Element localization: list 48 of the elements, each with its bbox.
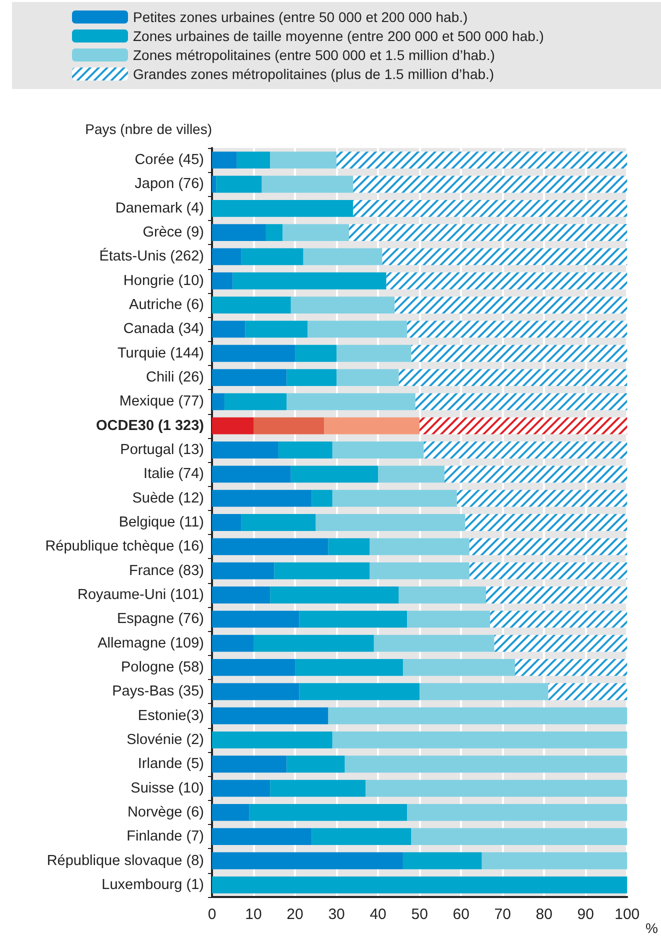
y-tick-label: Estonie(3) (138, 708, 204, 724)
y-tick-label: Finlande (7) (126, 828, 204, 845)
x-tick-label: 0 (208, 906, 216, 923)
legend-label: Zones urbaines de taille moyenne (entre 200 000 et 500 000 hab.) (133, 28, 544, 44)
x-tick-label: 20 (286, 906, 304, 923)
y-tick-label: Suisse (10) (130, 780, 204, 796)
y-tick-label: Italie (74) (144, 466, 204, 482)
y-tick-label: Corée (45) (134, 152, 204, 168)
y-tick-label: Suède (12) (132, 490, 204, 506)
legend-label: Petites zones urbaines (entre 50 000 et 200 000 hab.) (133, 9, 468, 25)
x-tick-label: 10 (245, 906, 262, 923)
y-axis-title: Pays (nbre de villes) (85, 121, 212, 137)
y-tick-label: Chili (26) (146, 370, 204, 386)
y-tick-label: Luxembourg (1) (102, 876, 204, 893)
y-tick-label: Canada (34) (123, 321, 204, 338)
y-tick-label: OCDE30 (1 323) (96, 418, 204, 434)
y-tick-label: Pays-Bas (35) (112, 684, 204, 700)
x-axis-title: % (646, 920, 658, 936)
x-tick-label: 100 (614, 906, 640, 923)
y-tick-label: République slovaque (8) (46, 852, 204, 869)
x-tick-label: 70 (494, 906, 511, 923)
legend-label: Grandes zones métropolitaines (plus de 1.5 million d’hab.) (133, 66, 494, 82)
y-tick-label: Slovénie (2) (126, 732, 204, 748)
y-tick-label: Pologne (58) (120, 659, 204, 676)
y-tick-label: Royaume-Uni (101) (77, 586, 204, 603)
x-tick-label: 60 (452, 906, 470, 923)
x-tick-label: 40 (370, 906, 386, 923)
y-tick-label: Danemark (4) (115, 200, 204, 216)
x-tick-label: 50 (411, 906, 428, 923)
y-tick-label: États-Unis (262) (99, 248, 204, 265)
x-tick-label: 90 (577, 906, 594, 923)
y-tick-label: Norvège (6) (127, 804, 204, 820)
y-tick-label: Mexique (77) (119, 394, 204, 410)
y-tick-label: Portugal (13) (120, 442, 204, 458)
y-tick-label: Hongrie (10) (123, 272, 204, 289)
y-tick-label: Turquie (144) (117, 345, 204, 362)
y-tick-label: Autriche (6) (129, 297, 204, 314)
x-tick-label: 80 (536, 906, 552, 923)
y-tick-label: Allemagne (109) (98, 635, 204, 652)
y-tick-label: France (83) (129, 562, 204, 579)
y-tick-label: Belgique (11) (118, 514, 204, 530)
y-tick-label: Japon (76) (134, 176, 204, 192)
x-tick-label: 30 (328, 906, 345, 923)
y-tick-label: Irlande (5) (138, 756, 204, 772)
legend-label: Zones métropolitaines (entre 500 000 et 1.5 million d’hab.) (133, 47, 495, 63)
y-tick-label: Grèce (9) (142, 224, 204, 241)
y-tick-label: Espagne (76) (116, 611, 204, 628)
y-tick-label: République tchèque (16) (45, 538, 204, 555)
